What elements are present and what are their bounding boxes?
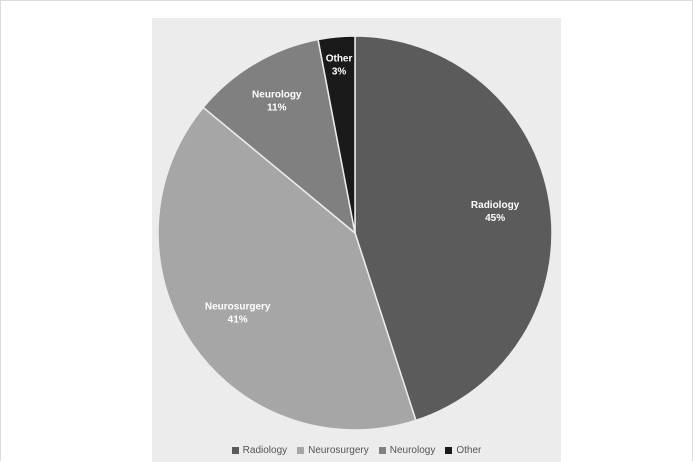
legend-swatch-radiology bbox=[231, 446, 239, 454]
legend-item-radiology: Radiology bbox=[231, 444, 288, 456]
chart-panel: Radiology 45% Neurosurgery 41% Neurology 11% O… bbox=[152, 18, 561, 462]
legend-swatch-neurosurgery bbox=[297, 446, 305, 454]
legend-item-neurosurgery: Neurosurgery bbox=[297, 445, 369, 456]
chart-legend: Radiology Neurosurgery Neurology Other bbox=[152, 442, 561, 458]
legend-swatch-neurology bbox=[378, 446, 386, 454]
legend-item-other: Other bbox=[445, 445, 481, 456]
slice-value-radiology: 45% bbox=[485, 213, 505, 224]
slice-label-neurosurgery: Neurosurgery bbox=[205, 302, 271, 313]
slice-label-neurology: Neurology bbox=[252, 90, 302, 101]
pie-slice-radiology bbox=[354, 35, 553, 422]
slice-label-radiology: Radiology bbox=[471, 200, 520, 211]
pie-slice-neurosurgery bbox=[157, 106, 417, 431]
pie-slice-neurology bbox=[202, 38, 357, 235]
legend-label-neurology: Neurology bbox=[389, 444, 436, 456]
legend-item-neurology: Neurology bbox=[378, 444, 436, 456]
slice-value-other: 3% bbox=[332, 66, 347, 77]
slice-value-neurology: 11% bbox=[267, 103, 287, 114]
pie-chart: Radiology 45% Neurosurgery 41% Neurology 11% O… bbox=[157, 35, 553, 431]
legend-label-other: Other bbox=[456, 444, 482, 456]
legend-label-radiology: Radiology bbox=[242, 444, 288, 456]
slice-label-other: Other bbox=[326, 53, 353, 64]
pie-slice-other bbox=[317, 35, 356, 234]
slice-value-neurosurgery: 41% bbox=[228, 315, 248, 326]
legend-swatch-other bbox=[445, 446, 453, 454]
legend-label-neurosurgery: Neurosurgery bbox=[308, 444, 369, 456]
